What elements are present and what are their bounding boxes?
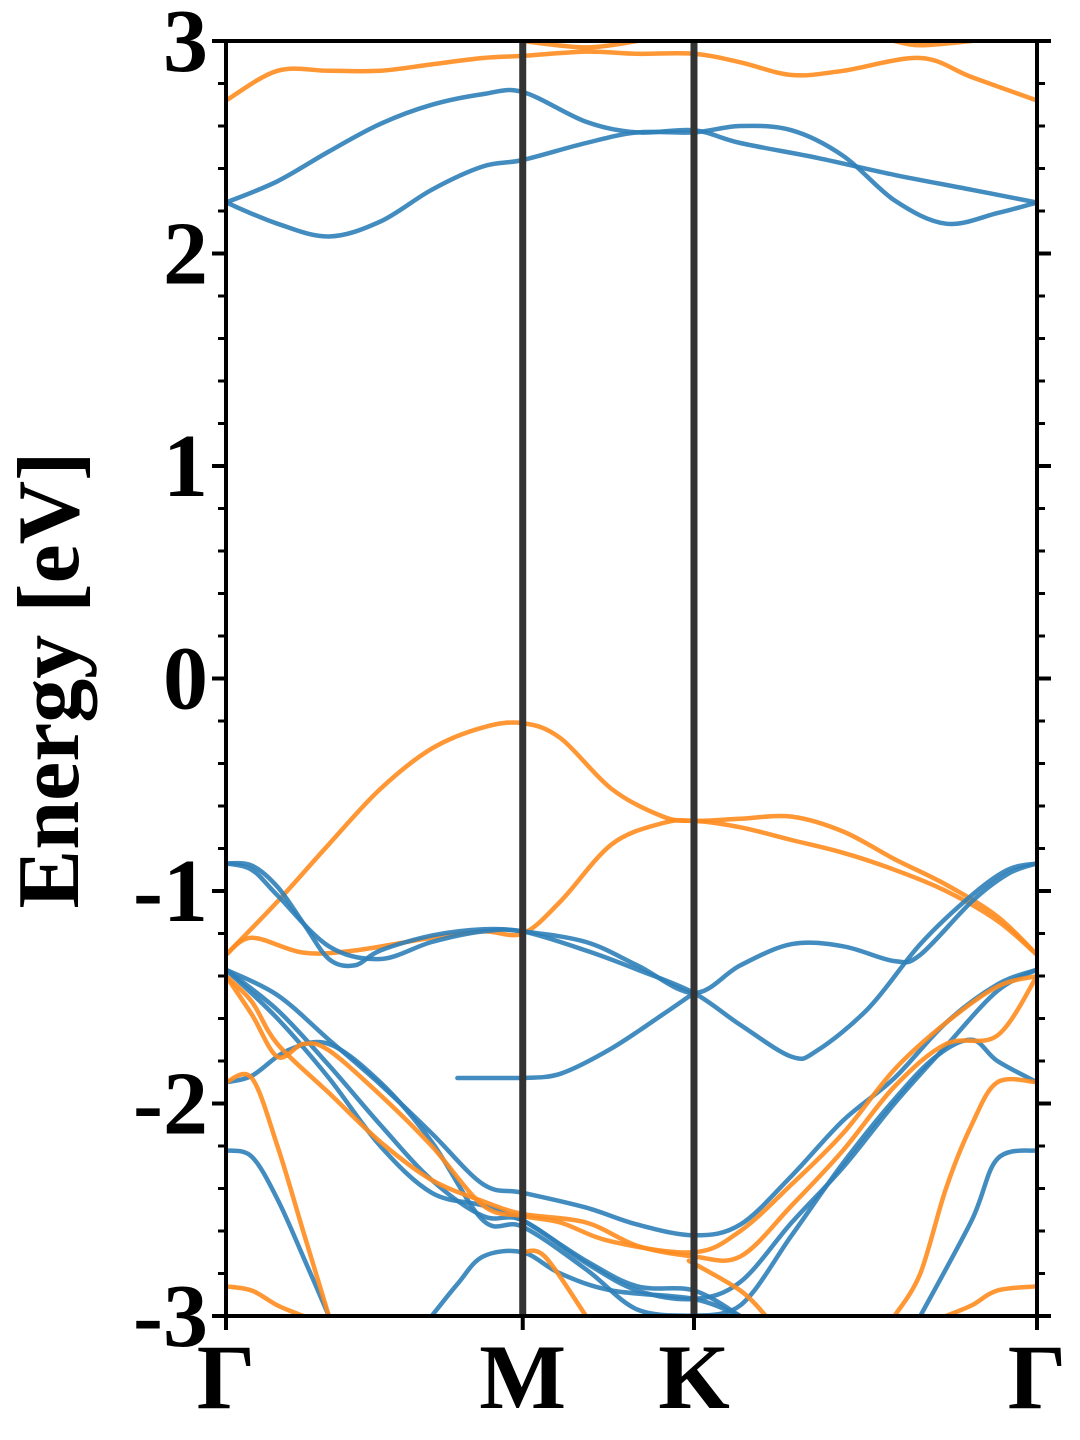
band-line-orange (226, 49, 1037, 103)
band-line-orange (226, 973, 1037, 1255)
band-line-orange (226, 1284, 306, 1316)
band-line-blue (918, 1148, 1037, 1316)
y-tick-label: 2 (163, 205, 208, 304)
band-line-blue (226, 1148, 332, 1316)
band-line-blue (686, 1037, 1037, 1316)
x-tick-label: M (479, 1326, 566, 1428)
y-tick-label: -1 (133, 842, 208, 941)
y-tick-label: 1 (163, 417, 208, 516)
y-axis-label: Energy [eV] (1, 452, 98, 909)
x-tick-label: Γ (1008, 1326, 1067, 1428)
x-tick-label: Γ (197, 1326, 256, 1428)
band-line-orange (226, 973, 1037, 1263)
y-tick-label: 3 (163, 0, 208, 91)
band-line-orange (892, 1076, 1037, 1316)
band-line-blue (226, 1039, 697, 1316)
band-line-orange (226, 1071, 332, 1316)
band-line-blue (226, 123, 1037, 239)
band-line-blue (226, 967, 743, 1316)
y-tick-label: -3 (133, 1267, 208, 1366)
band-line-blue (226, 87, 1037, 205)
band-series-layer (226, 41, 1037, 1316)
band-line-blue (226, 860, 1037, 996)
band-line-blue (429, 1248, 743, 1316)
band-line-blue (226, 967, 1037, 1302)
band-line-orange (943, 1284, 1037, 1316)
band-line-orange (226, 817, 1037, 958)
x-tick-label: K (658, 1326, 730, 1428)
band-line-blue (226, 861, 1037, 1062)
band-line-orange (686, 1258, 769, 1316)
band-line-orange (520, 1248, 589, 1316)
band-line-blue (520, 990, 697, 1081)
y-tick-label: -2 (133, 1055, 208, 1154)
band-line-orange (226, 720, 1037, 958)
high-symmetry-lines (519, 41, 698, 1316)
y-tick-label: 0 (163, 630, 208, 729)
y-axis-ticks: -3 -2 -1 0 1 2 3 (133, 0, 1051, 1366)
